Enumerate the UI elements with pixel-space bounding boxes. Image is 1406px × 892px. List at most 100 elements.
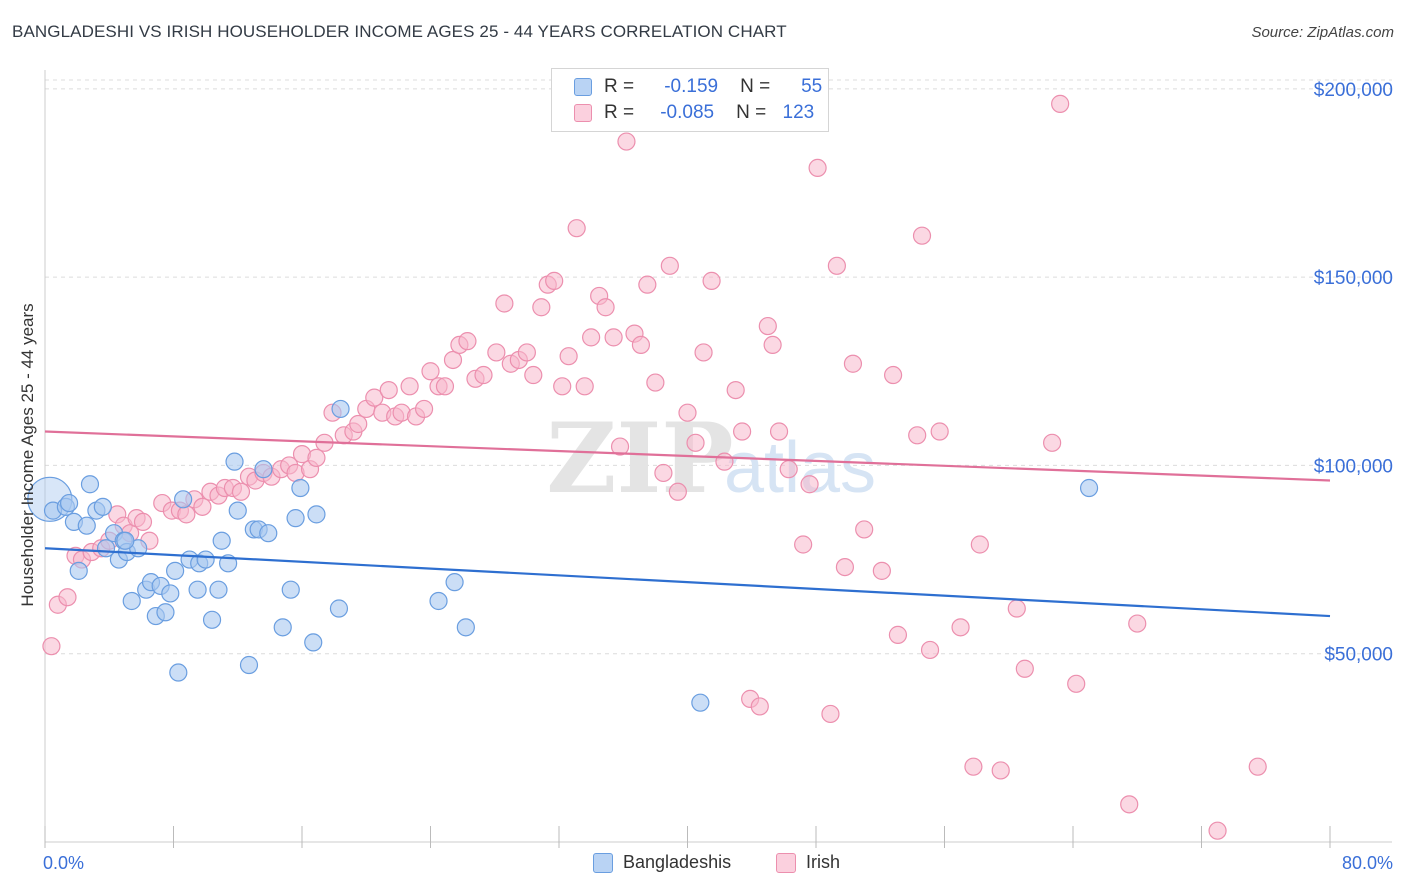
irish-point bbox=[193, 497, 212, 516]
irish-point bbox=[821, 704, 840, 724]
irish-point bbox=[991, 761, 1010, 780]
irish-point bbox=[133, 512, 153, 532]
irish-point bbox=[769, 422, 789, 441]
irish-point bbox=[435, 377, 455, 396]
tick-labels: $50,000 $100,000 $150,000 $200,000 0.0% 80.0% bbox=[43, 80, 1393, 873]
irish-point bbox=[495, 294, 514, 313]
irish-point bbox=[553, 377, 572, 396]
bangladeshi-points bbox=[27, 399, 1099, 712]
irish-point bbox=[349, 414, 368, 434]
irish-point bbox=[610, 437, 630, 456]
bangladeshi-point bbox=[169, 663, 188, 682]
source-label: Source: ZipAtlas.com bbox=[1251, 24, 1394, 41]
bangladeshi-point bbox=[273, 618, 292, 637]
irish-point bbox=[668, 482, 687, 501]
n-label: N = bbox=[736, 102, 767, 123]
irish-point bbox=[908, 426, 927, 445]
bangladeshi-swatch bbox=[593, 852, 613, 873]
irish-point bbox=[567, 219, 586, 238]
irish-point bbox=[365, 388, 384, 407]
bangladeshi-point bbox=[212, 531, 231, 550]
irish-point bbox=[678, 403, 697, 422]
irish-point bbox=[855, 520, 874, 539]
irish-point bbox=[702, 271, 721, 290]
irish-point bbox=[596, 298, 615, 317]
irish-point bbox=[532, 298, 551, 317]
bangladeshi-point bbox=[59, 493, 79, 513]
irish-point bbox=[654, 463, 673, 483]
irish-point bbox=[794, 535, 813, 554]
irish-point bbox=[58, 588, 77, 607]
irish-point bbox=[421, 362, 440, 381]
irish-point bbox=[575, 377, 594, 396]
irish-point bbox=[559, 347, 578, 366]
legend-item-irish: Irish bbox=[776, 852, 840, 873]
bangladeshi-point bbox=[331, 399, 350, 419]
chart-title: BANGLADESHI VS IRISH HOUSEHOLDER INCOME … bbox=[12, 22, 787, 41]
irish-swatch bbox=[776, 852, 796, 873]
trendlines bbox=[44, 430, 1331, 618]
irish-point bbox=[888, 625, 908, 644]
irish-point bbox=[582, 328, 601, 347]
irish-point bbox=[443, 350, 463, 370]
irish-point bbox=[726, 380, 745, 400]
bangladeshi-point bbox=[156, 603, 175, 622]
irish-points bbox=[42, 94, 1267, 840]
bangladeshi-point bbox=[429, 591, 448, 611]
irish-point bbox=[660, 256, 679, 275]
bangladeshi-point bbox=[174, 490, 193, 509]
irish-point bbox=[715, 452, 734, 471]
r-value: -0.159 bbox=[664, 76, 719, 97]
bangladeshi-point bbox=[161, 584, 180, 603]
bangladeshi-point bbox=[259, 524, 278, 543]
bangladeshi-point bbox=[286, 509, 305, 528]
bangladeshi-point bbox=[209, 580, 228, 599]
bangladeshi-point bbox=[166, 561, 185, 580]
irish-point bbox=[545, 271, 564, 290]
irish-point bbox=[1043, 433, 1062, 452]
irish-point bbox=[964, 757, 983, 776]
watermark: ZIP atlas bbox=[546, 402, 876, 515]
irish-point bbox=[379, 380, 398, 400]
bangladeshi-point bbox=[196, 550, 215, 569]
irish-point bbox=[763, 335, 782, 355]
irish-point bbox=[1051, 94, 1070, 113]
n-value: 123 bbox=[782, 102, 815, 123]
legend-row-bangladeshi: R = -0.159 N = 55 bbox=[574, 74, 822, 100]
bangladeshi-point bbox=[254, 460, 273, 479]
irish-point bbox=[1015, 659, 1034, 678]
bangladeshi-point bbox=[456, 618, 475, 637]
irish-point bbox=[733, 422, 752, 441]
bangladeshi-point bbox=[239, 655, 259, 675]
bangladeshi-swatch bbox=[574, 78, 592, 96]
irish-point bbox=[646, 373, 665, 392]
bangladeshi-trendline bbox=[44, 547, 1331, 618]
legend-item-bangladeshis: Bangladeshis bbox=[593, 852, 731, 873]
irish-point bbox=[400, 377, 419, 396]
x-tick-label: 0.0% bbox=[43, 853, 84, 873]
bangladeshi-point bbox=[691, 693, 710, 712]
watermark-zip: ZIP bbox=[546, 402, 733, 515]
watermark-atlas: atlas bbox=[724, 428, 876, 508]
irish-point bbox=[1248, 757, 1267, 776]
bangladeshi-point bbox=[281, 580, 300, 599]
irish-point bbox=[1120, 795, 1139, 814]
irish-point bbox=[177, 505, 196, 524]
n-value: 55 bbox=[801, 76, 823, 97]
irish-point bbox=[414, 399, 434, 419]
bangladeshi-point bbox=[116, 531, 135, 550]
y-tick-label: $150,000 bbox=[1314, 268, 1393, 289]
irish-point bbox=[694, 343, 713, 362]
irish-point bbox=[835, 557, 855, 577]
bangladeshi-point bbox=[80, 475, 100, 494]
bangladeshi-point bbox=[329, 599, 349, 618]
y-axis-label: Householder Income Ages 25 - 44 years bbox=[18, 303, 37, 606]
irish-point bbox=[42, 637, 61, 656]
irish-point bbox=[951, 618, 970, 637]
irish-point bbox=[458, 332, 477, 351]
x-tick-label: 80.0% bbox=[1342, 853, 1393, 873]
irish-point bbox=[474, 365, 493, 385]
irish-point bbox=[800, 475, 819, 494]
irish-point bbox=[487, 343, 506, 362]
